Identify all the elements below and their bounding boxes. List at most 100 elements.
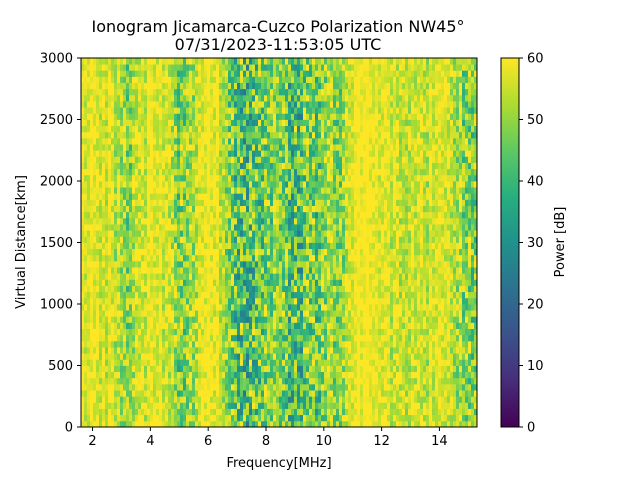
heatmap-cell	[171, 322, 175, 329]
heatmap-cell	[90, 371, 94, 379]
heatmap-cell	[201, 88, 205, 96]
heatmap-cell	[90, 224, 94, 231]
heatmap-cell	[90, 76, 94, 83]
heatmap-cell	[96, 402, 100, 409]
heatmap-cell	[117, 76, 121, 83]
heatmap-cell	[150, 113, 154, 120]
heatmap-cell	[174, 76, 178, 83]
heatmap-cell	[180, 125, 184, 133]
heatmap-cell	[321, 267, 325, 274]
heatmap-cell	[186, 414, 190, 422]
heatmap-cell	[189, 322, 193, 329]
heatmap-cell	[156, 150, 160, 157]
heatmap-cell	[327, 316, 331, 323]
heatmap-cell	[237, 414, 241, 422]
heatmap-cell	[156, 297, 160, 305]
heatmap-cell	[222, 248, 226, 256]
heatmap-cell	[330, 347, 334, 354]
heatmap-cell	[288, 396, 292, 403]
heatmap-cell	[315, 131, 319, 139]
heatmap-cell	[318, 420, 322, 427]
heatmap-cell	[141, 101, 145, 108]
heatmap-cell	[102, 390, 106, 397]
heatmap-cell	[318, 113, 322, 120]
heatmap-cell	[300, 181, 304, 188]
heatmap-cell	[318, 377, 322, 385]
heatmap-cell	[276, 365, 280, 373]
heatmap-cell	[327, 322, 331, 329]
heatmap-cell	[162, 390, 166, 397]
heatmap-cell	[147, 340, 151, 348]
heatmap-cell	[120, 224, 124, 231]
heatmap-cell	[225, 285, 229, 293]
heatmap-cell	[150, 347, 154, 354]
heatmap-cell	[309, 156, 313, 163]
heatmap-cell	[93, 371, 97, 379]
heatmap-cell	[153, 396, 157, 403]
heatmap-cell	[123, 113, 127, 120]
heatmap-cell	[321, 162, 325, 170]
heatmap-cell	[225, 347, 229, 354]
heatmap-cell	[195, 322, 199, 329]
heatmap-cell	[201, 70, 205, 77]
heatmap-cell	[189, 267, 193, 274]
heatmap-cell	[177, 322, 181, 329]
heatmap-cell	[324, 156, 328, 163]
heatmap-cell	[210, 273, 214, 280]
heatmap-cell	[240, 64, 244, 71]
heatmap-cell	[123, 58, 127, 65]
heatmap-cell	[99, 162, 103, 170]
heatmap-cell	[261, 408, 265, 416]
heatmap-cell	[141, 211, 145, 219]
heatmap-cell	[246, 420, 250, 427]
heatmap-cell	[105, 291, 109, 299]
heatmap-cell	[81, 174, 85, 182]
heatmap-cell	[114, 224, 118, 231]
heatmap-cell	[159, 88, 163, 96]
heatmap-cell	[240, 383, 244, 391]
heatmap-cell	[204, 371, 208, 379]
heatmap-cell	[201, 279, 205, 286]
heatmap-cell	[144, 125, 148, 133]
heatmap-cell	[144, 187, 148, 194]
heatmap-cell	[267, 310, 271, 317]
heatmap-cell	[156, 125, 160, 133]
heatmap-cell	[99, 316, 103, 323]
heatmap-cell	[264, 181, 268, 188]
heatmap-cell	[162, 58, 166, 65]
heatmap-cell	[270, 156, 274, 163]
heatmap-cell	[267, 328, 271, 336]
heatmap-cell	[96, 156, 100, 163]
heatmap-cell	[225, 64, 229, 71]
heatmap-cell	[87, 260, 91, 268]
heatmap-cell	[126, 64, 130, 71]
heatmap-cell	[294, 58, 298, 65]
heatmap-cell	[132, 174, 136, 182]
heatmap-cell	[96, 334, 100, 342]
heatmap-cell	[180, 396, 184, 403]
heatmap-cell	[189, 236, 193, 243]
heatmap-cell	[309, 224, 313, 231]
heatmap-cell	[171, 181, 175, 188]
heatmap-cell	[249, 248, 253, 256]
heatmap-cell	[285, 297, 289, 305]
heatmap-cell	[189, 181, 193, 188]
heatmap-cell	[162, 94, 166, 102]
heatmap-cell	[312, 260, 316, 268]
heatmap-cell	[135, 187, 139, 194]
heatmap-cell	[108, 101, 112, 108]
heatmap-cell	[285, 242, 289, 250]
heatmap-cell	[192, 365, 196, 373]
heatmap-cell	[246, 334, 250, 342]
heatmap-cell	[204, 254, 208, 262]
heatmap-cell	[144, 254, 148, 262]
heatmap-cell	[231, 230, 235, 237]
heatmap-cell	[117, 248, 121, 256]
heatmap-cell	[96, 187, 100, 194]
heatmap-cell	[189, 328, 193, 336]
heatmap-cell	[183, 101, 187, 108]
heatmap-cell	[246, 64, 250, 71]
heatmap-cell	[156, 390, 160, 397]
heatmap-cell	[198, 390, 202, 397]
heatmap-cell	[171, 267, 175, 274]
